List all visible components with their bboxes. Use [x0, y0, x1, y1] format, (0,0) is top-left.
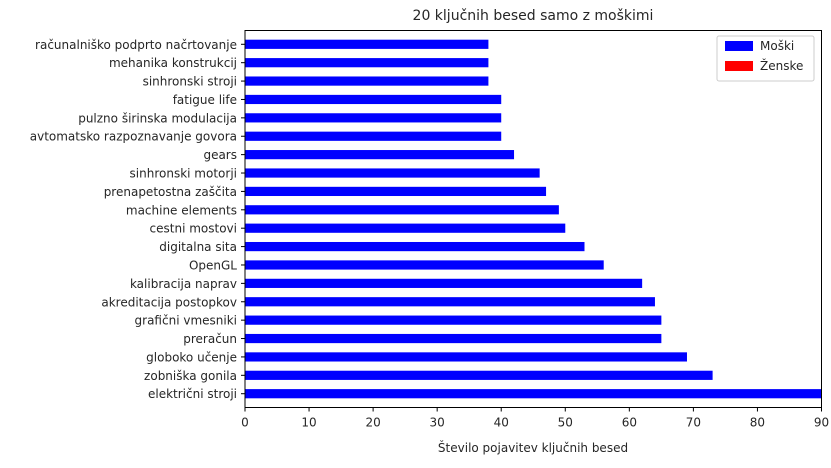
- y-tick-label: pulzno širinska modulacija: [78, 111, 237, 125]
- y-tick-label: gears: [203, 148, 237, 162]
- bar: [245, 113, 502, 123]
- y-tick-label: preračun: [183, 332, 237, 346]
- y-tick-label: fatigue life: [173, 93, 237, 107]
- bar: [245, 352, 687, 362]
- x-tick-label: 60: [622, 416, 637, 430]
- x-tick-label: 90: [814, 416, 829, 430]
- bar: [245, 168, 540, 178]
- x-tick-label: 70: [686, 416, 701, 430]
- legend: Moški Ženske: [716, 35, 815, 82]
- legend-label-zenske: Ženske: [760, 58, 803, 73]
- y-tick-label: digitalna sita: [159, 240, 237, 254]
- x-tick-label: 30: [430, 416, 445, 430]
- bar: [245, 297, 655, 307]
- bar: [245, 94, 502, 105]
- bar: [245, 389, 822, 399]
- bar: [245, 205, 559, 215]
- bar: [245, 278, 643, 288]
- plot-frame: [244, 30, 822, 408]
- y-tick-label: mehanika konstrukcij: [109, 56, 237, 70]
- x-axis-label: Število pojavitev ključnih besed: [438, 440, 628, 455]
- y-tick-label: računalniško podprto načrtovanje: [35, 38, 237, 52]
- y-tick-label: sinhronski motorji: [130, 167, 237, 181]
- bar: [245, 241, 585, 252]
- y-tick-label: kalibracija naprav: [130, 277, 237, 291]
- x-tick-label: 10: [301, 416, 316, 430]
- y-tick-label: OpenGL: [189, 258, 237, 272]
- y-tick-label: električni stroji: [148, 387, 237, 401]
- y-tick-label: prenapetostna zaščita: [104, 185, 237, 199]
- legend-swatch-zenske: [725, 61, 753, 71]
- legend-swatch-moski: [725, 41, 753, 51]
- bar: [245, 186, 547, 197]
- bar: [245, 58, 489, 68]
- bar: [245, 76, 489, 86]
- x-tick-label: 20: [365, 416, 380, 430]
- y-tick-label: avtomatsko razpoznavanje govora: [30, 130, 237, 144]
- bar: [245, 223, 566, 233]
- y-tick-label: akreditacija postopkov: [101, 295, 237, 309]
- legend-label-moski: Moški: [760, 39, 794, 53]
- bar: [245, 370, 713, 380]
- x-tick-label: 40: [494, 416, 509, 430]
- bars: [245, 39, 822, 399]
- bar: [245, 150, 515, 160]
- y-tick-label: machine elements: [126, 203, 237, 217]
- bar: [245, 39, 489, 49]
- x-tick-label: 80: [750, 416, 765, 430]
- y-tick-label: sinhronski stroji: [143, 75, 237, 89]
- y-axis: električni stroji zobniška gonila globoko …: [30, 38, 245, 401]
- x-axis: 0 10 20 30 40 50 60 70 80 90: [241, 407, 829, 430]
- y-tick-label: cestni mostovi: [150, 222, 237, 236]
- bar: [245, 131, 502, 141]
- bar: [245, 260, 604, 270]
- bar: [245, 315, 662, 325]
- y-tick-label: zobniška gonila: [144, 369, 237, 383]
- y-tick-label: globoko učenje: [146, 350, 237, 364]
- x-tick-label: 0: [241, 416, 249, 430]
- y-tick-label: grafični vmesniki: [135, 314, 237, 328]
- chart-title: 20 ključnih besed samo z moškimi: [413, 8, 654, 24]
- x-tick-label: 50: [558, 416, 573, 430]
- bar: [245, 333, 662, 344]
